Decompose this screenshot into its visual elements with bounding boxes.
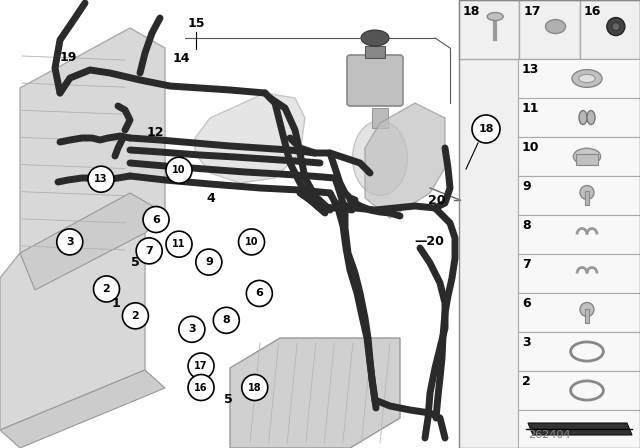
Text: 10: 10 — [244, 237, 259, 247]
Text: 17: 17 — [524, 5, 541, 18]
Text: 16: 16 — [584, 5, 601, 18]
Text: 2: 2 — [102, 284, 110, 294]
Bar — [518, 254, 640, 293]
Text: 3: 3 — [66, 237, 74, 247]
Bar — [518, 293, 640, 332]
Ellipse shape — [607, 17, 625, 35]
Bar — [518, 215, 640, 254]
Ellipse shape — [579, 111, 587, 125]
Bar — [518, 59, 640, 98]
Text: 18: 18 — [478, 124, 493, 134]
Circle shape — [88, 166, 114, 192]
Ellipse shape — [361, 30, 389, 46]
Polygon shape — [0, 370, 165, 448]
Bar — [518, 137, 640, 176]
Text: 13: 13 — [94, 174, 108, 184]
Text: 3: 3 — [188, 324, 196, 334]
Circle shape — [57, 229, 83, 255]
Circle shape — [580, 185, 594, 199]
Circle shape — [136, 238, 162, 264]
Text: 15: 15 — [188, 17, 205, 30]
Text: 3: 3 — [522, 336, 531, 349]
Polygon shape — [20, 193, 165, 290]
Ellipse shape — [573, 148, 601, 165]
Text: 8: 8 — [223, 315, 230, 325]
Polygon shape — [365, 103, 445, 218]
Circle shape — [239, 229, 264, 255]
Ellipse shape — [579, 74, 595, 82]
Text: 16: 16 — [195, 383, 208, 392]
Ellipse shape — [587, 111, 595, 125]
Circle shape — [166, 231, 192, 257]
Bar — [459, 0, 519, 59]
Ellipse shape — [572, 69, 602, 87]
Text: 18: 18 — [463, 5, 481, 18]
Text: 9: 9 — [522, 180, 531, 193]
Bar — [459, 0, 640, 448]
Text: 6: 6 — [255, 289, 263, 298]
Bar — [518, 332, 640, 371]
Polygon shape — [195, 93, 305, 183]
Text: 5: 5 — [224, 393, 233, 406]
Bar — [518, 371, 640, 410]
Bar — [0, 0, 459, 448]
Polygon shape — [0, 28, 165, 430]
Circle shape — [188, 353, 214, 379]
Text: 17: 17 — [195, 361, 208, 371]
Bar — [518, 176, 640, 215]
Ellipse shape — [487, 13, 503, 21]
Text: 6: 6 — [522, 297, 531, 310]
Circle shape — [93, 276, 120, 302]
Bar — [459, 0, 640, 448]
Bar — [585, 191, 589, 206]
Text: 11: 11 — [172, 239, 186, 249]
Text: 20: 20 — [428, 194, 445, 207]
Circle shape — [188, 375, 214, 401]
Text: —20: —20 — [414, 235, 444, 249]
Circle shape — [246, 280, 273, 306]
Circle shape — [242, 375, 268, 401]
Text: 14: 14 — [173, 52, 190, 65]
Bar — [365, 46, 385, 58]
Text: 10: 10 — [172, 165, 186, 175]
Text: 12: 12 — [147, 125, 164, 139]
Circle shape — [213, 307, 239, 333]
Ellipse shape — [545, 20, 566, 34]
Text: 1: 1 — [112, 297, 120, 310]
Polygon shape — [528, 423, 632, 435]
Polygon shape — [230, 338, 400, 448]
Bar — [580, 0, 640, 59]
Bar — [576, 154, 598, 165]
Bar — [518, 98, 640, 137]
Text: 10: 10 — [522, 141, 540, 154]
Text: 6: 6 — [152, 215, 160, 224]
Text: 2: 2 — [522, 375, 531, 388]
Text: 18: 18 — [248, 383, 262, 392]
Circle shape — [580, 302, 594, 316]
Text: 19: 19 — [60, 51, 77, 64]
Ellipse shape — [612, 22, 620, 30]
Text: 262404: 262404 — [528, 430, 571, 440]
Ellipse shape — [353, 121, 408, 195]
Bar — [585, 309, 589, 323]
Circle shape — [472, 115, 500, 143]
Bar — [519, 0, 580, 59]
Text: 9: 9 — [205, 257, 212, 267]
Circle shape — [122, 303, 148, 329]
Text: 7: 7 — [145, 246, 153, 256]
Circle shape — [166, 157, 192, 183]
Text: 2: 2 — [132, 311, 140, 321]
FancyBboxPatch shape — [347, 55, 403, 106]
Circle shape — [179, 316, 205, 342]
Bar — [372, 108, 388, 128]
Circle shape — [143, 207, 169, 233]
Text: 5: 5 — [131, 256, 140, 270]
Bar — [518, 410, 640, 448]
Circle shape — [196, 249, 222, 275]
Text: 8: 8 — [522, 219, 531, 232]
Text: 4: 4 — [207, 191, 216, 205]
Text: 7: 7 — [522, 258, 531, 271]
Text: 13: 13 — [522, 63, 540, 76]
Text: 11: 11 — [522, 102, 540, 115]
